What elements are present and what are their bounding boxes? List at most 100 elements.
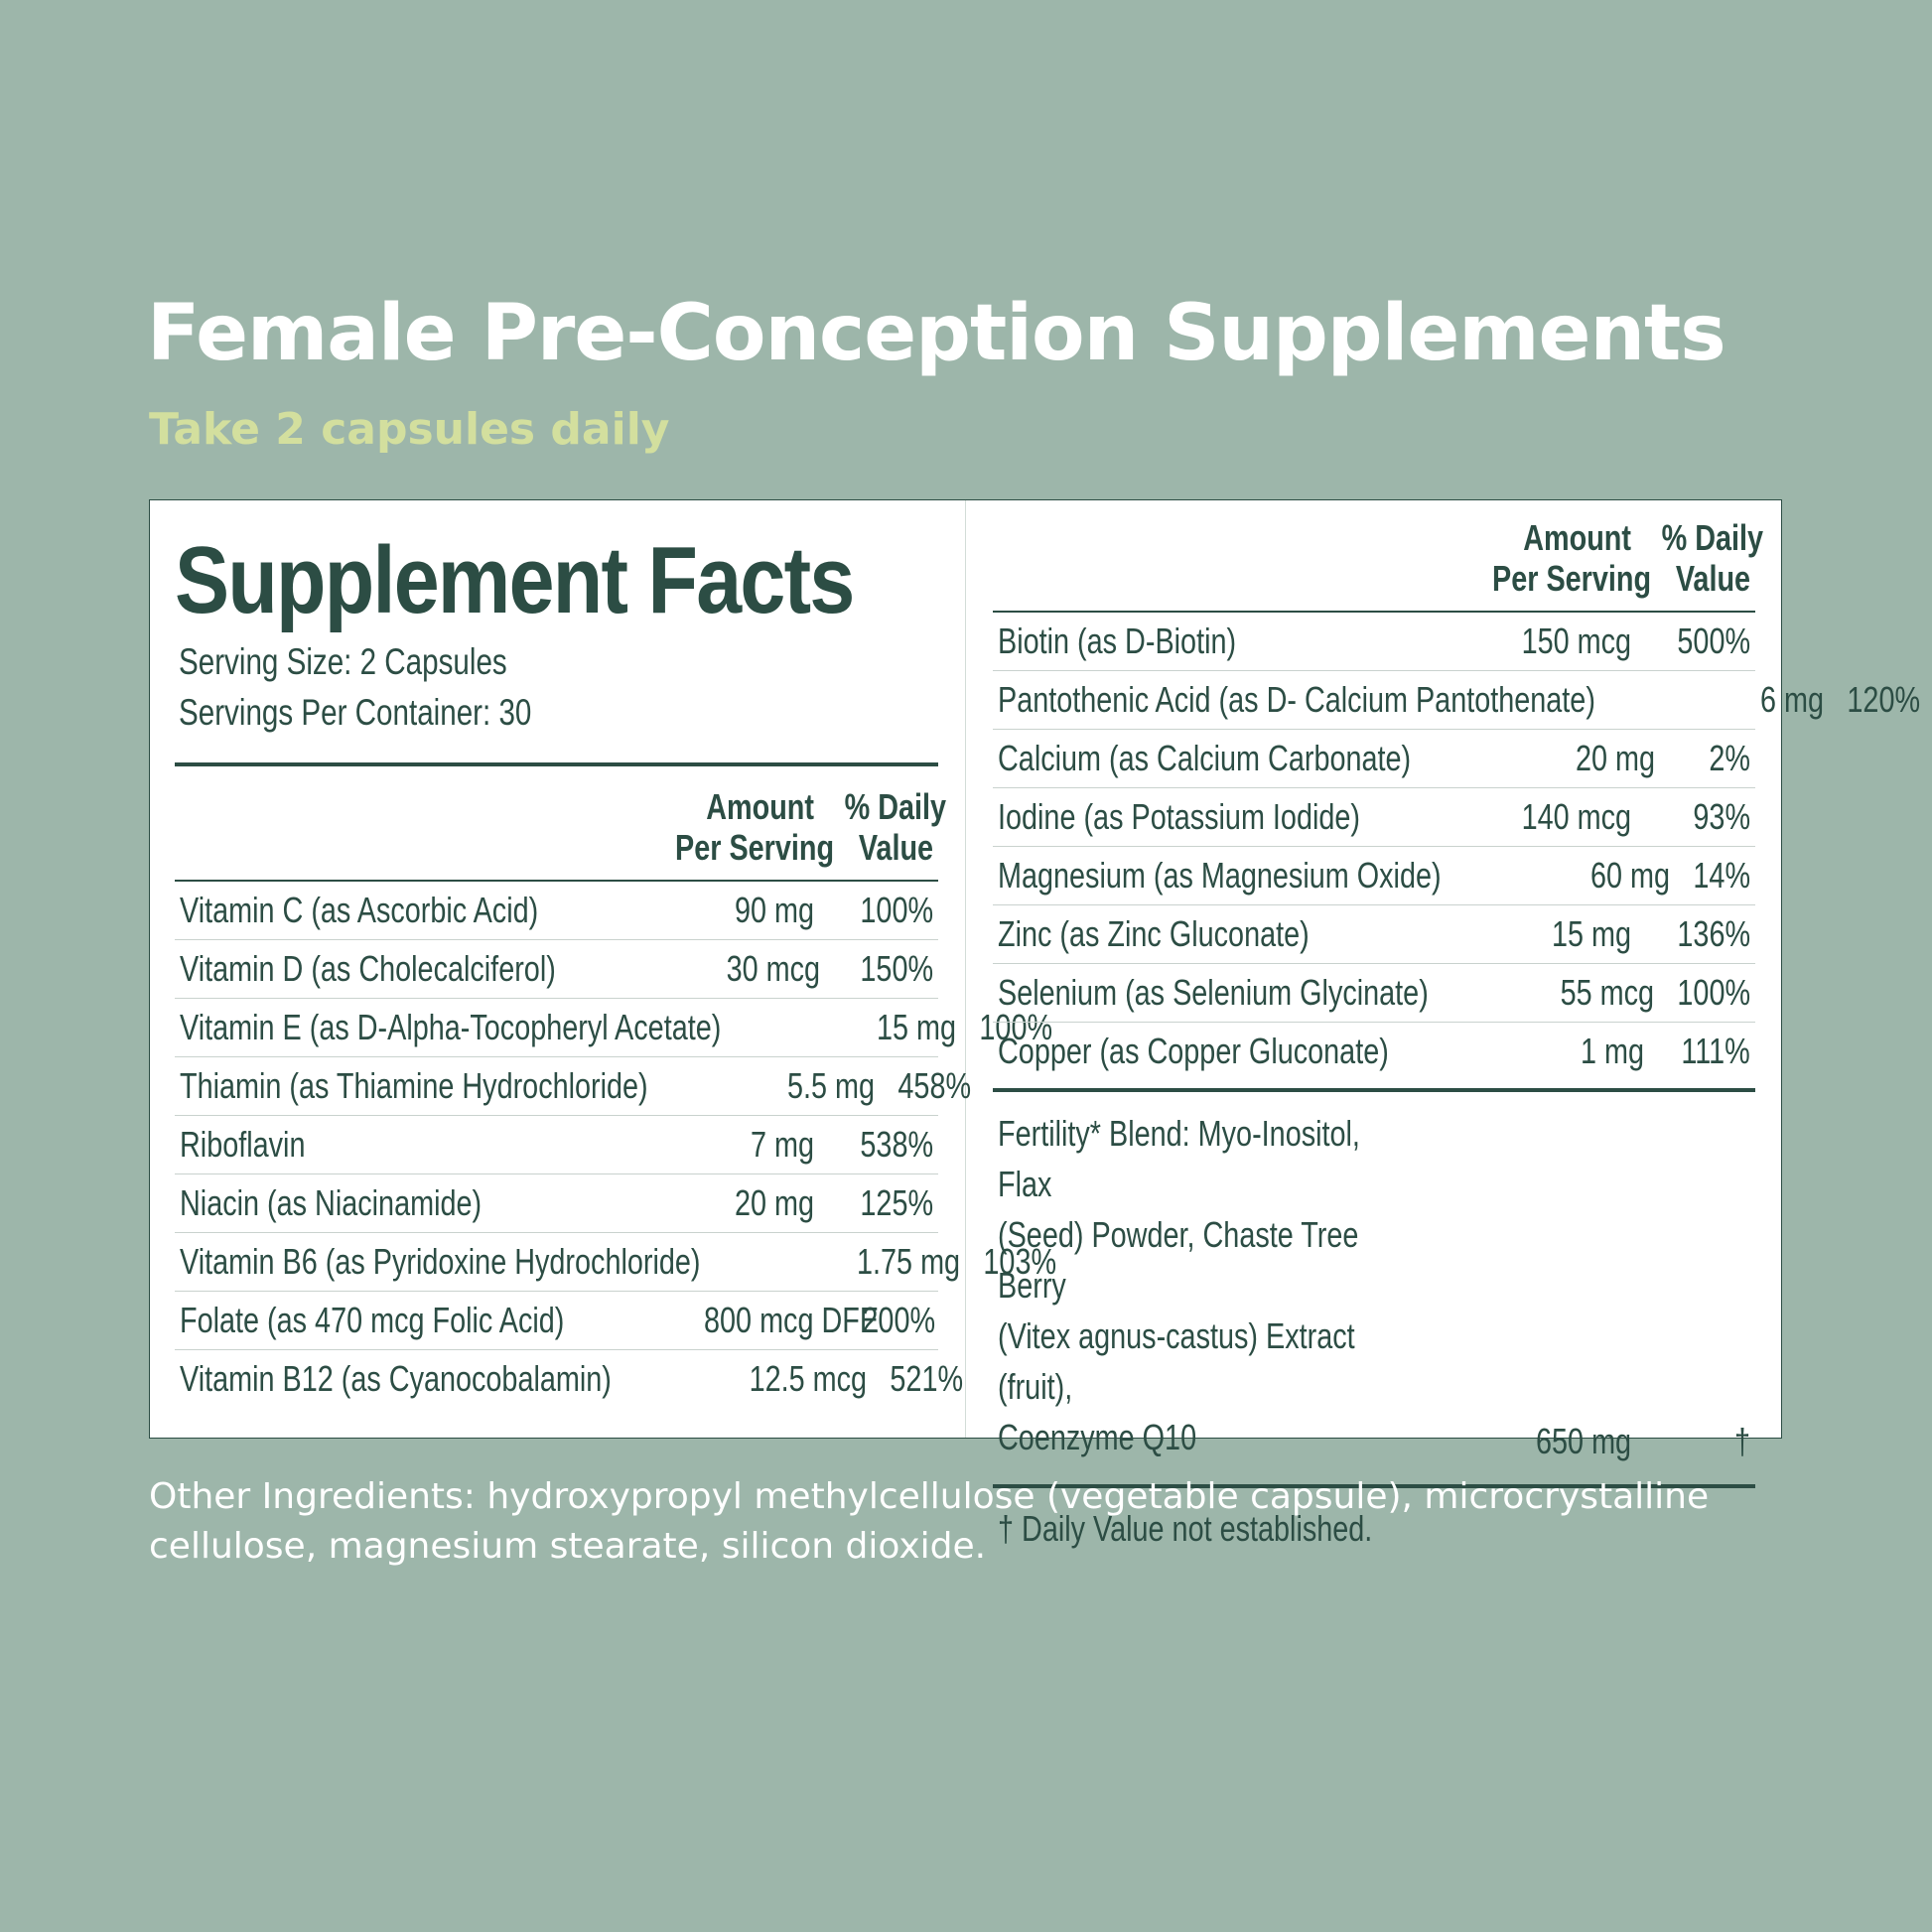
servings-per-container: Servings Per Container: 30: [179, 692, 532, 733]
nutrient-daily-value: 14%: [1693, 855, 1750, 896]
daily-value-header: % Daily Value: [1636, 517, 1763, 599]
nutrient-row: Riboflavin 7 mg 538%: [175, 1116, 938, 1174]
nutrient-name: Riboflavin: [180, 1124, 306, 1165]
blend-amount: 650 mg: [1535, 1421, 1631, 1461]
amount-header-line1: Amount: [706, 786, 814, 827]
column-header: Amount Per Serving % Daily Value: [175, 766, 946, 880]
serving-size: Serving Size: 2 Capsules: [179, 641, 507, 682]
daily-value-header-line1: % Daily: [1661, 517, 1764, 558]
nutrient-daily-value: 200%: [862, 1300, 936, 1340]
nutrient-amount: 1.75 mg: [856, 1241, 960, 1282]
nutrient-daily-value: 150%: [860, 948, 933, 989]
nutrient-name: Folate (as 470 mcg Folic Acid): [180, 1300, 565, 1340]
daily-value-header: % Daily Value: [819, 786, 946, 868]
nutrient-daily-value: 100%: [860, 890, 933, 930]
nutrient-name: Pantothenic Acid (as D- Calcium Pantothe…: [998, 679, 1595, 720]
nutrient-name: Vitamin D (as Cholecalciferol): [180, 948, 556, 989]
column-header: Amount Per Serving % Daily Value: [993, 517, 1763, 611]
nutrient-amount: 20 mg: [734, 1182, 814, 1223]
nutrient-amount: 150 mcg: [1521, 621, 1631, 661]
nutrient-amount: 140 mcg: [1521, 796, 1631, 837]
nutrient-amount: 12.5 mcg: [749, 1358, 867, 1399]
nutrient-amount: 7 mg: [750, 1124, 814, 1165]
nutrient-name: Vitamin B12 (as Cyanocobalamin): [180, 1358, 612, 1399]
daily-value-header-line2: Value: [1675, 558, 1750, 599]
nutrient-amount: 5.5 mg: [786, 1065, 875, 1106]
nutrient-row: Vitamin D (as Cholecalciferol) 30 mcg 150%: [175, 940, 938, 999]
nutrient-row: Vitamin B6 (as Pyridoxine Hydrochloride)…: [175, 1233, 1056, 1292]
nutrient-daily-value: 500%: [1677, 621, 1750, 661]
nutrient-daily-value: 111%: [1681, 1031, 1750, 1071]
amount-header: Amount Per Serving: [1452, 517, 1651, 599]
blend-daily-value: †: [1733, 1421, 1750, 1461]
nutrient-row: Copper (as Copper Gluconate) 1 mg 111%: [993, 1023, 1755, 1080]
nutrient-row: Folate (as 470 mcg Folic Acid) 800 mcg DF…: [175, 1292, 938, 1350]
nutrient-daily-value: 136%: [1677, 913, 1750, 954]
nutrient-amount: 15 mg: [876, 1007, 956, 1047]
nutrient-name: Vitamin C (as Ascorbic Acid): [180, 890, 539, 930]
proprietary-blend: Fertility* Blend: Myo-Inositol, Flax (Se…: [993, 1088, 1755, 1488]
nutrient-daily-value: 103%: [983, 1241, 1056, 1282]
nutrient-daily-value: 125%: [860, 1182, 933, 1223]
nutrient-name: Copper (as Copper Gluconate): [998, 1031, 1389, 1071]
nutrient-name: Selenium (as Selenium Glycinate): [998, 972, 1429, 1013]
nutrient-daily-value: 100%: [979, 1007, 1052, 1047]
nutrient-amount: 15 mg: [1551, 913, 1631, 954]
nutrient-name: Vitamin B6 (as Pyridoxine Hydrochloride): [180, 1241, 701, 1282]
nutrient-daily-value: 538%: [860, 1124, 933, 1165]
nutrient-name: Zinc (as Zinc Gluconate): [998, 913, 1310, 954]
nutrient-amount: 800 mcg DFE: [704, 1300, 880, 1340]
page-title: Female Pre-Conception Supplements: [147, 289, 1726, 378]
nutrient-daily-value: 458%: [897, 1065, 971, 1106]
nutrient-row: Pantothenic Acid (as D- Calcium Pantothe…: [993, 671, 1921, 730]
amount-header: Amount Per Serving: [635, 786, 834, 868]
daily-value-header-line1: % Daily: [844, 786, 947, 827]
left-nutrient-rows: Vitamin C (as Ascorbic Acid) 90 mg 100% Vi…: [175, 880, 1056, 1408]
nutrient-name: Magnesium (as Magnesium Oxide): [998, 855, 1442, 896]
facts-right-column: Amount Per Serving % Daily Value Biotin …: [966, 500, 1921, 1549]
nutrient-amount: 90 mg: [734, 890, 814, 930]
amount-header-line2: Per Serving: [675, 827, 835, 868]
nutrient-row: Selenium (as Selenium Glycinate) 55 mcg 10…: [993, 964, 1755, 1023]
nutrient-row: Vitamin E (as D-Alpha-Tocopheryl Acetate…: [175, 999, 1052, 1057]
nutrient-row: Thiamin (as Thiamine Hydrochloride) 5.5 m…: [175, 1057, 971, 1116]
nutrient-name: Iodine (as Potassium Iodide): [998, 796, 1360, 837]
supplement-facts-panel: Supplement Facts Serving Size: 2 Capsule…: [149, 499, 1921, 1549]
nutrient-name: Biotin (as D-Biotin): [998, 621, 1237, 661]
other-ingredients: Other Ingredients: hydroxypropyl methylc…: [149, 1476, 1710, 1567]
nutrient-amount: 1 mg: [1581, 1031, 1645, 1071]
nutrient-row: Niacin (as Niacinamide) 20 mg 125%: [175, 1174, 938, 1233]
nutrient-row: Calcium (as Calcium Carbonate) 20 mg 2%: [993, 730, 1755, 788]
nutrient-name: Thiamin (as Thiamine Hydrochloride): [180, 1065, 648, 1106]
nutrient-amount: 6 mg: [1760, 679, 1825, 720]
nutrient-daily-value: 93%: [1693, 796, 1750, 837]
nutrient-amount: 55 mcg: [1560, 972, 1654, 1013]
nutrient-daily-value: 120%: [1847, 679, 1921, 720]
nutrient-daily-value: 521%: [890, 1358, 963, 1399]
facts-left-column: Supplement Facts Serving Size: 2 Capsule…: [150, 500, 1056, 1438]
nutrient-daily-value: 2%: [1709, 738, 1750, 778]
blend-name: Fertility* Blend: Myo-Inositol, Flax (Se…: [998, 1113, 1360, 1457]
daily-value-header-line2: Value: [858, 827, 933, 868]
nutrient-row: Magnesium (as Magnesium Oxide) 60 mg 14%: [993, 847, 1755, 905]
facts-heading: Supplement Facts: [175, 527, 855, 633]
nutrient-row: Vitamin B12 (as Cyanocobalamin) 12.5 mcg 5…: [175, 1350, 963, 1408]
amount-header-line1: Amount: [1523, 517, 1631, 558]
footnote-text: † Daily Value not established.: [998, 1508, 1373, 1549]
nutrient-daily-value: 100%: [1677, 972, 1750, 1013]
daily-value-footnote: † Daily Value not established.: [993, 1488, 1755, 1550]
nutrient-row: Vitamin C (as Ascorbic Acid) 90 mg 100%: [175, 882, 938, 940]
nutrient-row: Iodine (as Potassium Iodide) 140 mcg 93%: [993, 788, 1755, 847]
nutrient-name: Niacin (as Niacinamide): [180, 1182, 483, 1223]
right-nutrient-rows: Biotin (as D-Biotin) 150 mcg 500% Pantothe…: [993, 611, 1921, 1080]
nutrient-name: Calcium (as Calcium Carbonate): [998, 738, 1412, 778]
amount-header-line2: Per Serving: [1492, 558, 1652, 599]
nutrient-amount: 60 mg: [1590, 855, 1671, 896]
nutrient-amount: 30 mcg: [726, 948, 820, 989]
page-subtitle: Take 2 capsules daily: [149, 404, 670, 455]
header-rule: [175, 762, 938, 766]
nutrient-row: Zinc (as Zinc Gluconate) 15 mg 136%: [993, 905, 1755, 964]
nutrient-name: Vitamin E (as D-Alpha-Tocopheryl Acetate…: [180, 1007, 722, 1047]
nutrient-row: Biotin (as D-Biotin) 150 mcg 500%: [993, 613, 1755, 671]
nutrient-amount: 20 mg: [1576, 738, 1656, 778]
